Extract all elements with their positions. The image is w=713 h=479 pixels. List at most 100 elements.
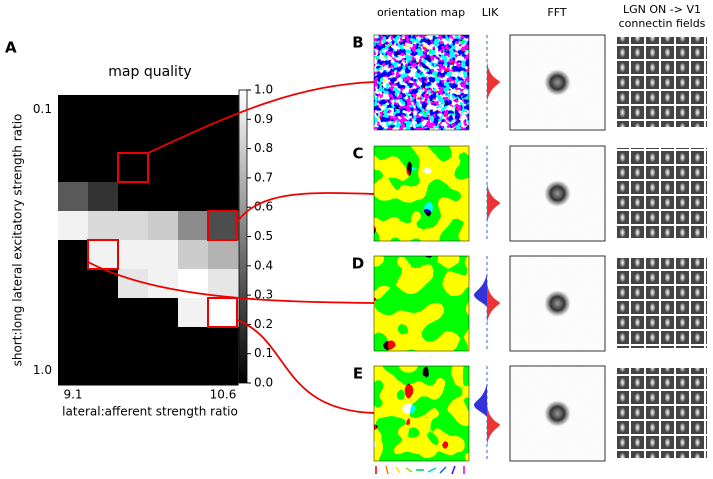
y-tick-label: 1.0 (33, 363, 52, 377)
fft-center (543, 68, 572, 97)
heat-cell (118, 182, 149, 212)
colorbar-tick-label: 0.1 (254, 346, 273, 360)
heat-cell (88, 211, 119, 241)
panel-label: E (353, 365, 363, 383)
heat-cell (208, 327, 239, 357)
colorbar-tick-label: 0.3 (254, 288, 273, 302)
lik-red (487, 403, 500, 447)
heat-cell (58, 327, 89, 357)
orientation-map (374, 35, 469, 130)
heat-cell (208, 124, 239, 154)
lik-red (487, 60, 500, 104)
heat-cell (118, 153, 149, 183)
heat-cell (178, 298, 209, 328)
heat-cell (208, 182, 239, 212)
heat-cell (178, 240, 209, 270)
heat-cell (58, 124, 89, 154)
colorbar-tick-label: 0.5 (254, 229, 273, 243)
connector (87, 261, 375, 304)
highlight-box (117, 152, 149, 183)
connection-fields (617, 368, 707, 458)
panel-label: D (352, 255, 364, 273)
panel-label: B (352, 34, 363, 52)
colorbar-tick-label: 0.8 (254, 141, 273, 155)
highlight-box (207, 297, 238, 328)
panel-label: C (352, 145, 363, 163)
heat-cell (208, 153, 239, 183)
connector (236, 319, 375, 414)
connector (147, 81, 375, 154)
lik-blue (474, 273, 487, 307)
heat-cell (58, 153, 89, 183)
fft-center (543, 289, 572, 318)
heat-cell (118, 298, 149, 328)
colorbar-tick-label: 0.0 (254, 376, 273, 390)
heat-cell (208, 211, 239, 241)
heat-cell (148, 95, 179, 125)
heat-cell (118, 240, 149, 270)
column-header: FFT (547, 6, 566, 19)
fft-frame (509, 255, 606, 352)
heat-cell (118, 327, 149, 357)
orientation-map-frame (373, 255, 470, 352)
heat-cell (88, 153, 119, 183)
heat-cell (88, 95, 119, 125)
connection-fields (617, 37, 707, 127)
chart-title: map quality (108, 64, 191, 80)
heat-cell (88, 182, 119, 212)
heatmap (58, 95, 239, 386)
colorbar (238, 89, 248, 384)
connectors (87, 81, 375, 414)
colorbar-tick-label: 0.9 (254, 112, 273, 126)
fft-center (543, 179, 572, 208)
panel-label: A (5, 39, 17, 57)
heat-cell (148, 211, 179, 241)
heat-cell (208, 298, 239, 328)
heat-cell (178, 356, 209, 386)
lik-red (487, 281, 500, 325)
connection-fields (617, 148, 707, 238)
heat-cell (58, 240, 89, 270)
heat-cell (148, 153, 179, 183)
orientation-map (374, 366, 469, 461)
heat-cell (58, 211, 89, 241)
heat-cell (148, 298, 179, 328)
highlight-box (207, 210, 238, 241)
heat-cell (88, 327, 119, 357)
x-axis-label: lateral:afferent strength ratio (62, 405, 238, 419)
column-header: orientation map (377, 6, 465, 19)
column-header: connectin fields (619, 17, 706, 30)
heat-cell (178, 124, 209, 154)
heat-cell (208, 240, 239, 270)
orientation-map (374, 256, 469, 351)
heat-cell (118, 124, 149, 154)
heat-cell (58, 298, 89, 328)
heat-cell (58, 356, 89, 386)
heat-cell (178, 327, 209, 357)
x-tick-label: 10.6 (210, 388, 237, 402)
column-header: LGN ON -> V1 (623, 3, 701, 16)
heat-cell (58, 269, 89, 299)
fft-frame (509, 34, 606, 131)
heat-cell (178, 211, 209, 241)
heat-cell (148, 240, 179, 270)
colorbar-tick-label: 1.0 (254, 83, 273, 97)
colorbar-tick-label: 0.7 (254, 170, 273, 184)
heat-cell (88, 298, 119, 328)
colorbar-tick-label: 0.4 (254, 258, 273, 272)
heat-cell (118, 356, 149, 386)
heat-cell (148, 356, 179, 386)
column-header: LIK (482, 6, 499, 19)
heat-cell (88, 356, 119, 386)
lik-blue (474, 383, 487, 417)
orientation-map-frame (373, 365, 470, 462)
y-axis-label: short:long lateral excitatory strength r… (11, 114, 25, 367)
orientation-key (375, 465, 465, 475)
connection-fields (617, 258, 707, 348)
connector (236, 192, 375, 223)
lik-red (487, 181, 500, 225)
fft-frame (509, 365, 606, 462)
fft-frame (509, 145, 606, 242)
heat-cell (58, 182, 89, 212)
